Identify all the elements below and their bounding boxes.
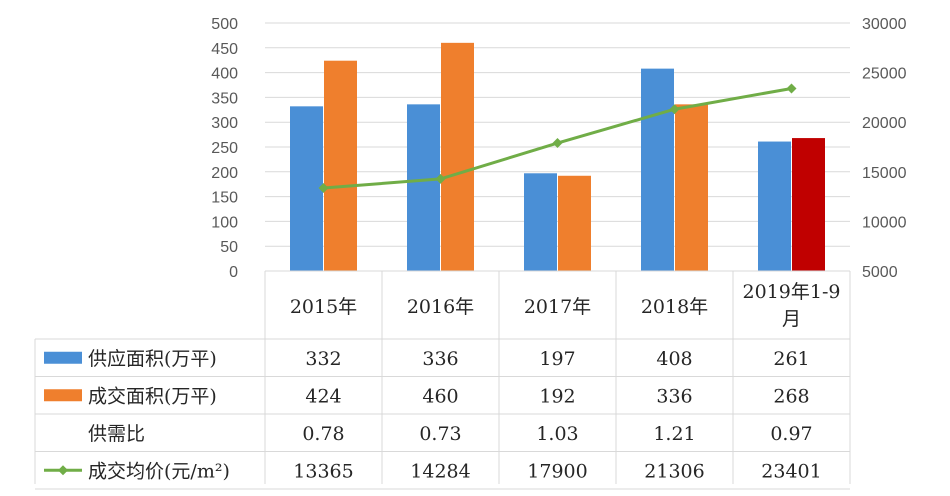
- category-label: 2016年: [407, 296, 474, 318]
- left-axis-ticks: 0 50 100 150 200 250 300 350 400 450 500: [211, 16, 238, 281]
- table-cell: 261: [773, 348, 809, 370]
- right-tick-label: 25000: [862, 66, 907, 83]
- row-label: 供应面积(万平): [88, 348, 217, 370]
- category-label: 2015年: [290, 296, 357, 318]
- left-tick-label: 200: [211, 165, 238, 182]
- table-cell: 0.97: [770, 423, 812, 445]
- left-tick-label: 250: [211, 140, 238, 157]
- price-point: [552, 138, 563, 149]
- supply-bar: [758, 141, 791, 271]
- table-cell: 460: [422, 385, 458, 407]
- legend-key: [58, 465, 68, 476]
- right-tick-label: 10000: [862, 214, 907, 231]
- category-label: 2019年1-9: [743, 281, 841, 303]
- table-cell: 0.78: [302, 423, 344, 445]
- right-tick-label: 15000: [862, 165, 907, 182]
- table-cell: 192: [539, 385, 575, 407]
- table-cell: 17900: [527, 460, 587, 482]
- supply-bar: [407, 104, 440, 272]
- left-tick-label: 500: [211, 16, 238, 33]
- left-tick-label: 400: [211, 66, 238, 83]
- left-tick-label: 0: [229, 264, 238, 281]
- right-tick-label: 30000: [862, 16, 907, 33]
- deal-bar: [675, 104, 708, 272]
- supply-bar: [524, 173, 557, 271]
- right-axis-ticks: 5000 10000 15000 20000 25000 30000: [862, 16, 907, 281]
- price-point: [786, 83, 797, 94]
- supply-bar: [290, 106, 323, 271]
- table-cell: 332: [305, 348, 341, 370]
- row-label: 供需比: [88, 423, 145, 445]
- table-cell: 21306: [644, 460, 704, 482]
- price-point: [669, 104, 680, 115]
- left-tick-label: 450: [211, 41, 238, 58]
- left-tick-label: 350: [211, 90, 238, 107]
- table-cell: 424: [305, 385, 341, 407]
- left-tick-label: 50: [220, 239, 238, 256]
- left-tick-label: 300: [211, 115, 238, 132]
- table-cell: 0.73: [419, 423, 461, 445]
- right-tick-label: 20000: [862, 115, 907, 132]
- legend-key: [44, 389, 82, 402]
- table-cell: 14284: [410, 460, 470, 482]
- deal-bar: [324, 60, 357, 271]
- table-cell: 268: [773, 385, 809, 407]
- table-cell: 1.03: [536, 423, 578, 445]
- table-cell: 408: [656, 348, 692, 370]
- deal-bar: [441, 42, 474, 272]
- category-label: 月: [782, 308, 801, 330]
- left-tick-label: 150: [211, 190, 238, 207]
- right-tick-label: 5000: [862, 264, 898, 281]
- left-tick-label: 100: [211, 214, 238, 231]
- price-line: [318, 83, 797, 194]
- table-cell: 336: [656, 385, 692, 407]
- table-cell: 336: [422, 348, 458, 370]
- bars: [290, 42, 825, 272]
- deal-bar: [558, 175, 591, 271]
- table-cell: 197: [539, 348, 575, 370]
- supply-bar: [641, 68, 674, 271]
- table-cell: 1.21: [653, 423, 695, 445]
- row-label: 成交面积(万平): [88, 385, 217, 407]
- category-label: 2017年: [524, 296, 591, 318]
- table-cell: 13365: [293, 460, 353, 482]
- legend-key: [44, 351, 82, 364]
- price-point: [318, 183, 329, 194]
- row-label: 成交均价(元/m²): [88, 460, 230, 482]
- category-label: 2018年: [641, 296, 708, 318]
- table-cell: 23401: [761, 460, 821, 482]
- price-point: [435, 173, 446, 184]
- deal-bar: [792, 138, 825, 271]
